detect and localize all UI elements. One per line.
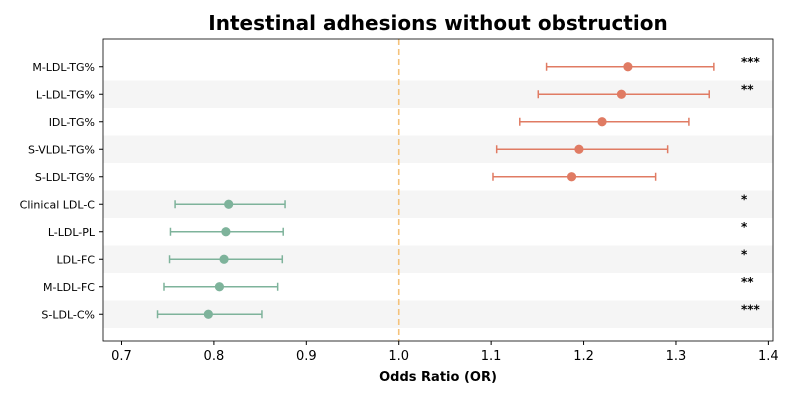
significance-label: *** (741, 302, 761, 316)
x-tick-label: 1.3 (666, 349, 687, 364)
significance-label: * (741, 220, 748, 234)
or-point (616, 89, 627, 99)
x-tick-label: 0.7 (111, 349, 132, 364)
plot-frame (102, 38, 774, 342)
significance-label: *** (741, 55, 761, 69)
data-rows: M-LDL-TG% ***L-LDL-TG% **IDL-TG%S-VLDL-TG%… (20, 55, 761, 322)
forest-row: M-LDL-FC ** (43, 275, 754, 294)
y-tick-label: Clinical LDL-C (20, 198, 96, 211)
y-tick-label: LDL-FC (56, 253, 95, 266)
forest-row: S-LDL-C% *** (41, 302, 760, 321)
y-tick-label: IDL-TG% (49, 116, 95, 129)
significance-label: * (741, 192, 748, 206)
forest-row: L-LDL-TG% ** (36, 82, 754, 101)
x-tick-label: 0.8 (204, 349, 225, 364)
forest-row: Clinical LDL-C * (20, 192, 748, 211)
y-tick-label: S-LDL-TG% (35, 171, 95, 184)
significance-label: ** (741, 275, 754, 289)
forest-row: S-VLDL-TG% (28, 143, 669, 156)
forest-row: S-LDL-TG% (35, 171, 657, 184)
significance-label: * (741, 247, 748, 261)
y-tick-label: L-LDL-PL (48, 226, 96, 239)
or-point (623, 62, 633, 72)
x-axis: 0.7 0.8 0.9 1.0 1.1 1.2 1.3 1.4 (111, 341, 779, 364)
y-tick-label: M-LDL-FC (43, 281, 95, 294)
chart-title: Intestinal adhesions without obstruction (208, 11, 667, 35)
forest-row: L-LDL-PL * (48, 220, 748, 239)
or-point (203, 309, 213, 319)
row-stripe (103, 135, 773, 163)
or-point (597, 117, 607, 127)
or-point (566, 172, 577, 182)
or-point (219, 254, 229, 264)
y-tick-label: S-VLDL-TG% (28, 143, 95, 156)
plot-border (102, 38, 774, 342)
x-tick-label: 1.2 (573, 349, 594, 364)
or-point (214, 282, 225, 292)
x-tick-label: 1.1 (481, 349, 502, 364)
x-tick-label: 0.9 (296, 349, 317, 364)
forest-row: M-LDL-TG% *** (32, 55, 760, 74)
forest-row: LDL-FC * (56, 247, 748, 266)
y-tick-label: S-LDL-C% (41, 308, 95, 321)
or-point (221, 227, 231, 237)
or-point (224, 199, 234, 209)
x-tick-label: 1.0 (388, 349, 409, 364)
or-point (574, 144, 584, 154)
y-tick-label: M-LDL-TG% (32, 61, 95, 74)
y-tick-label: L-LDL-TG% (36, 88, 95, 101)
significance-label: ** (741, 82, 754, 96)
forest-row: IDL-TG% (49, 116, 690, 129)
x-axis-label: Odds Ratio (OR) (379, 370, 497, 385)
x-tick-label: 1.4 (758, 349, 779, 364)
